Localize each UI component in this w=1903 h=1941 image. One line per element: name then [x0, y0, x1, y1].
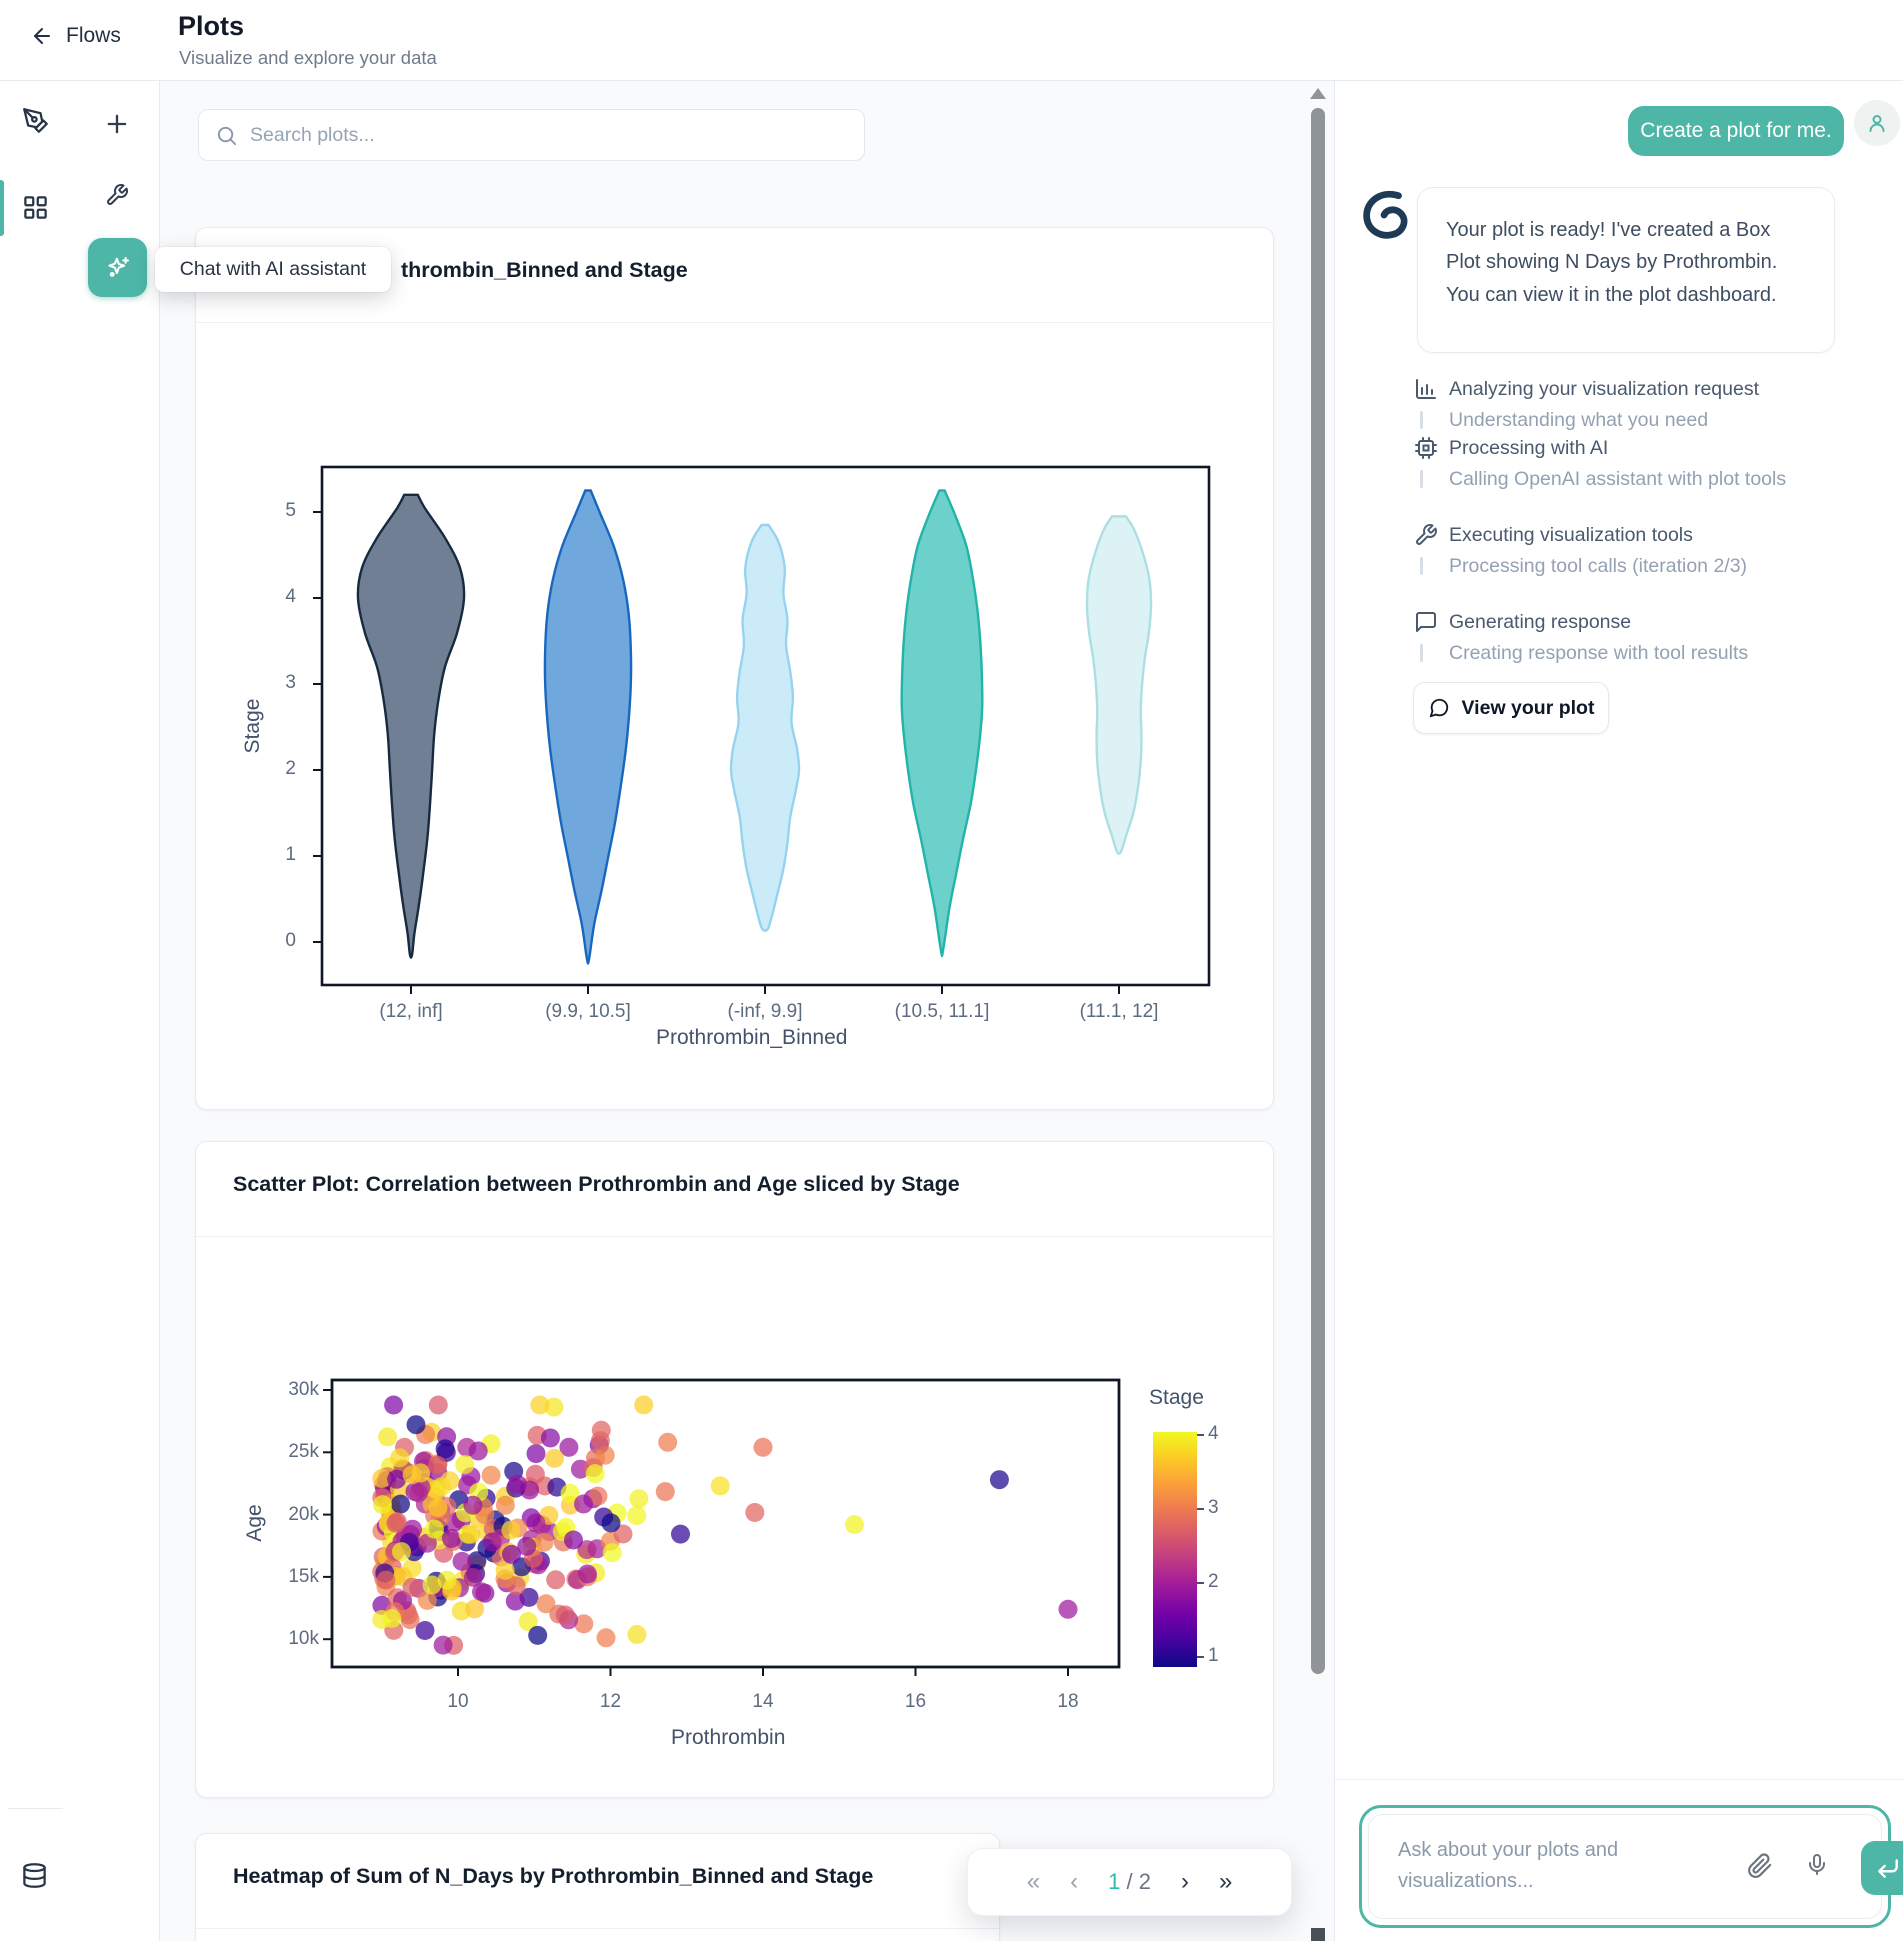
- dashboard-grid-icon[interactable]: [22, 194, 49, 221]
- step-subtitle: Creating response with tool results: [1449, 642, 1749, 664]
- tooltip-text: Chat with AI assistant: [179, 258, 367, 280]
- prev-page-button[interactable]: ‹: [1070, 1868, 1079, 1895]
- plots-dashboard: Search plots... thrombin_Binned and Stag…: [160, 81, 1334, 1941]
- scatter-x-axis-title: Prothrombin: [671, 1726, 786, 1749]
- pen-tool-icon[interactable]: [22, 107, 49, 134]
- back-to-flows-button[interactable]: Flows: [30, 24, 121, 48]
- scrollbar-down-button[interactable]: [1311, 1928, 1325, 1941]
- plot-tools-column: [71, 81, 159, 1941]
- search-placeholder: Search plots...: [250, 123, 375, 146]
- violin-card-title: thrombin_Binned and Stage: [401, 258, 688, 282]
- divider: [159, 0, 160, 1941]
- stage-colorbar: [1153, 1432, 1197, 1667]
- violin-x-axis-title: Prothrombin_Binned: [656, 1026, 848, 1049]
- current-page: 1: [1108, 1869, 1121, 1894]
- scatter-plot-card: Scatter Plot: Correlation between Prothr…: [195, 1141, 1274, 1798]
- scatter-card-header: Scatter Plot: Correlation between Prothr…: [196, 1142, 1273, 1237]
- view-plot-label: View your plot: [1461, 696, 1595, 719]
- back-label: Flows: [66, 24, 121, 47]
- step-tick: [1420, 557, 1423, 575]
- pagination: « ‹ 1 / 2 › »: [967, 1848, 1292, 1916]
- heatmap-card-header: Heatmap of Sum of N_Days by Prothrombin_…: [196, 1834, 999, 1929]
- heatmap-card: Heatmap of Sum of N_Days by Prothrombin_…: [195, 1833, 1000, 1941]
- view-your-plot-button[interactable]: View your plot: [1413, 682, 1609, 734]
- chat-circle-icon: [1429, 698, 1448, 718]
- top-header: Flows Plots Visualize and explore your d…: [0, 0, 1903, 81]
- violin-plot: [313, 465, 1211, 994]
- database-icon[interactable]: [21, 1862, 48, 1889]
- step-subtitle: Processing tool calls (iteration 2/3): [1449, 555, 1748, 577]
- divider: [1334, 0, 1335, 1941]
- bar-chart-icon: [1416, 379, 1436, 399]
- page-status: 1 / 2: [1108, 1869, 1151, 1895]
- wrench-icon[interactable]: [105, 183, 129, 207]
- paperclip-icon[interactable]: [1747, 1853, 1773, 1879]
- return-arrow-icon: [1878, 1859, 1898, 1878]
- step-title: Executing visualization tools: [1449, 524, 1693, 546]
- step-title: Processing with AI: [1449, 437, 1609, 459]
- divider: [1335, 1779, 1903, 1780]
- user-avatar: [1854, 100, 1900, 146]
- page-subtitle: Visualize and explore your data: [179, 47, 437, 68]
- scrollbar-up-arrow[interactable]: [1310, 88, 1326, 99]
- next-page-button[interactable]: ›: [1180, 1868, 1189, 1895]
- chat-input[interactable]: Ask about your plots and visualizations.…: [1368, 1814, 1903, 1919]
- add-plot-icon[interactable]: [103, 110, 131, 138]
- sparkles-icon: [107, 256, 129, 277]
- scrollbar-thumb[interactable]: [1311, 108, 1325, 1674]
- step-tick: [1420, 411, 1423, 429]
- cpu-icon: [1415, 437, 1437, 459]
- chat-input-placeholder: Ask about your plots and visualizations.…: [1398, 1839, 1619, 1892]
- step-tick: [1420, 470, 1423, 488]
- page-separator: /: [1126, 1869, 1133, 1894]
- colorbar-title: Stage: [1149, 1386, 1204, 1409]
- active-tab-indicator: [0, 180, 4, 236]
- first-page-button[interactable]: «: [1026, 1868, 1041, 1895]
- heatmap-card-title: Heatmap of Sum of N_Days by Prothrombin_…: [233, 1864, 874, 1888]
- user-message-bubble: Create a plot for me.: [1628, 106, 1844, 156]
- step-tick: [1420, 644, 1423, 662]
- search-icon: [217, 126, 237, 145]
- search-input[interactable]: Search plots...: [198, 109, 865, 161]
- step-subtitle: Understanding what you need: [1449, 409, 1709, 431]
- left-icon-rail: [0, 81, 71, 1941]
- chat-input-ring: Ask about your plots and visualizations.…: [1359, 1805, 1903, 1928]
- step-title: Generating response: [1449, 611, 1632, 633]
- step-title: Analyzing your visualization request: [1449, 378, 1760, 400]
- total-pages: 2: [1138, 1869, 1151, 1894]
- ai-assistant-tooltip: Chat with AI assistant: [155, 247, 391, 292]
- assistant-message: Your plot is ready! I've created a Box P…: [1417, 187, 1835, 353]
- divider: [8, 1808, 63, 1809]
- chat-bubble-icon: [1416, 612, 1436, 632]
- violin-card-header: thrombin_Binned and Stage: [196, 228, 1273, 323]
- scatter-card-title: Scatter Plot: Correlation between Prothr…: [233, 1172, 960, 1196]
- last-page-button[interactable]: »: [1218, 1868, 1233, 1895]
- arrow-left-icon: [34, 28, 50, 44]
- page-title: Plots: [178, 11, 245, 41]
- ai-builder-panel: AI Builder Create a plot for me. Your pl…: [1335, 0, 1903, 1941]
- send-button[interactable]: [1861, 1841, 1903, 1895]
- violin-y-axis-title: Stage: [241, 698, 264, 754]
- assistant-logo: [1363, 190, 1408, 239]
- step-subtitle: Calling OpenAI assistant with plot tools: [1449, 468, 1787, 490]
- wrench-icon: [1416, 524, 1437, 545]
- ai-assistant-button[interactable]: [88, 238, 147, 297]
- person-icon: [1869, 115, 1885, 132]
- scatter-plot: [323, 1378, 1121, 1676]
- microphone-icon[interactable]: [1805, 1853, 1829, 1877]
